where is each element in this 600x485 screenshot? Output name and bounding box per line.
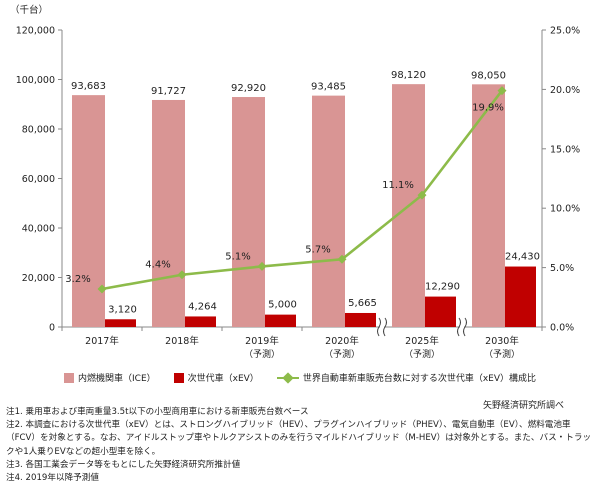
data-label-ice: 98,120	[391, 70, 426, 81]
data-label-ice: 93,683	[71, 81, 106, 92]
data-label-xev: 5,000	[268, 300, 297, 311]
data-label-share: 4.4%	[145, 260, 170, 271]
x-axis-tick-label: 2020年	[325, 335, 359, 347]
x-axis-tick-sublabel: （予測）	[484, 348, 520, 360]
point-share	[257, 261, 267, 271]
note-3: 注3. 各国工業会データ等をもとにした矢野経済研究所推計値	[6, 459, 241, 470]
chart-canvas: 0 20,000 40,000 60,000 80,000 100,000 120,000 （…	[10, 4, 580, 360]
data-label-share: 5.1%	[225, 251, 250, 262]
left-axis-tick-label: 0	[49, 323, 55, 334]
note-1: 注1. 乗用車および車両重量3.5t以下の小型商用車における新車販売台数ベース	[6, 407, 309, 417]
data-label-xev: 3,120	[108, 304, 137, 315]
data-label-ice: 93,485	[311, 82, 346, 93]
axis-break-mark	[457, 317, 467, 337]
data-label-xev: 24,430	[505, 252, 540, 263]
right-axis-tick-label: 25.0%	[550, 26, 580, 37]
bar-xev	[265, 314, 296, 327]
left-axis-tick-label: 40,000	[22, 224, 55, 235]
data-label-ice: 92,920	[231, 83, 266, 94]
x-axis-tick-label: 2019年	[245, 335, 279, 347]
x-axis-tick-sublabel: （予測）	[324, 348, 360, 360]
data-label-ice: 91,727	[151, 86, 186, 97]
legend-label-xev: 次世代車（xEV）	[187, 374, 259, 384]
data-label-share: 5.7%	[305, 244, 330, 255]
bar-xev	[185, 316, 216, 327]
legend-item-ice: 内燃機関車（ICE）	[64, 371, 156, 384]
data-label-share: 19.9%	[472, 103, 504, 114]
x-axis-tick-label: 2017年	[85, 335, 119, 347]
right-axis-tick-label: 15.0%	[550, 144, 580, 155]
legend-label-share: 世界自動車新車販売台数に対する次世代車（xEV）構成比	[302, 374, 536, 384]
point-share	[417, 190, 427, 200]
left-axis-tick-label: 120,000	[16, 26, 55, 37]
x-axis-tick-label: 2018年	[165, 335, 199, 347]
point-share	[97, 284, 107, 294]
point-share	[177, 270, 187, 280]
legend-item-xev: 次世代車（xEV）	[173, 371, 259, 384]
data-label-share: 3.2%	[65, 274, 90, 285]
point-share	[497, 86, 507, 96]
data-label-ice: 98,050	[471, 70, 506, 81]
x-axis-tick-sublabel: （予測）	[244, 348, 280, 360]
legend-swatch-ice	[64, 372, 74, 383]
note-4: 注4. 2019年以降予測値	[6, 473, 99, 484]
left-axis-tick-label: 80,000	[22, 125, 55, 136]
left-axis-tick-label: 100,000	[16, 75, 55, 86]
x-axis-tick-sublabel: （予測）	[404, 348, 440, 360]
bar-xev	[505, 266, 536, 327]
right-axis-tick-label: 5.0%	[550, 263, 574, 274]
bar-xev	[105, 319, 136, 327]
series-line-share	[101, 89, 504, 291]
bar-ice	[232, 97, 265, 327]
right-axis-tick-label: 10.0%	[550, 204, 580, 215]
legend-item-share: 世界自動車新車販売台数に対する次世代車（xEV）構成比	[276, 371, 536, 384]
chart-legend: 内燃機関車（ICE） 次世代車（xEV） 世界自動車新車販売台数に対する次世代車…	[0, 371, 600, 384]
x-axis-tick-label: 2030年	[485, 335, 519, 347]
left-axis-unit: （千台）	[10, 4, 48, 16]
bar-ice	[152, 99, 185, 327]
notes-block: 注1. 乗用車および車両重量3.5t以下の小型商用車における新車販売台数ベース …	[6, 406, 596, 485]
left-axis-tick-label: 60,000	[22, 174, 55, 185]
left-axis-tick-label: 20,000	[22, 273, 55, 284]
x-axis-tick-label: 2025年	[405, 335, 439, 347]
note-2: 注2. 本調査における次世代車（xEV）とは、ストロングハイブリッド（HEV）、…	[6, 420, 592, 457]
source-credit: 矢野経済研究所調べ	[482, 401, 564, 411]
data-label-xev: 4,264	[188, 301, 217, 312]
point-share	[337, 254, 347, 264]
data-label-xev: 5,665	[348, 298, 377, 309]
axis-break-mark	[377, 317, 387, 337]
data-label-xev: 12,290	[425, 282, 460, 293]
bar-xev	[425, 296, 456, 327]
data-label-share: 11.1%	[382, 180, 414, 191]
right-axis-tick-label: 0.0%	[550, 323, 574, 334]
bar-ice	[72, 95, 105, 327]
bar-xev	[345, 312, 376, 327]
legend-swatch-xev	[173, 372, 184, 383]
bar-ice	[472, 84, 505, 327]
legend-label-ice: 内燃機関車（ICE）	[78, 374, 156, 384]
legend-swatch-share	[276, 373, 299, 383]
bar-ice	[312, 95, 345, 327]
right-axis-tick-label: 20.0%	[550, 85, 580, 96]
